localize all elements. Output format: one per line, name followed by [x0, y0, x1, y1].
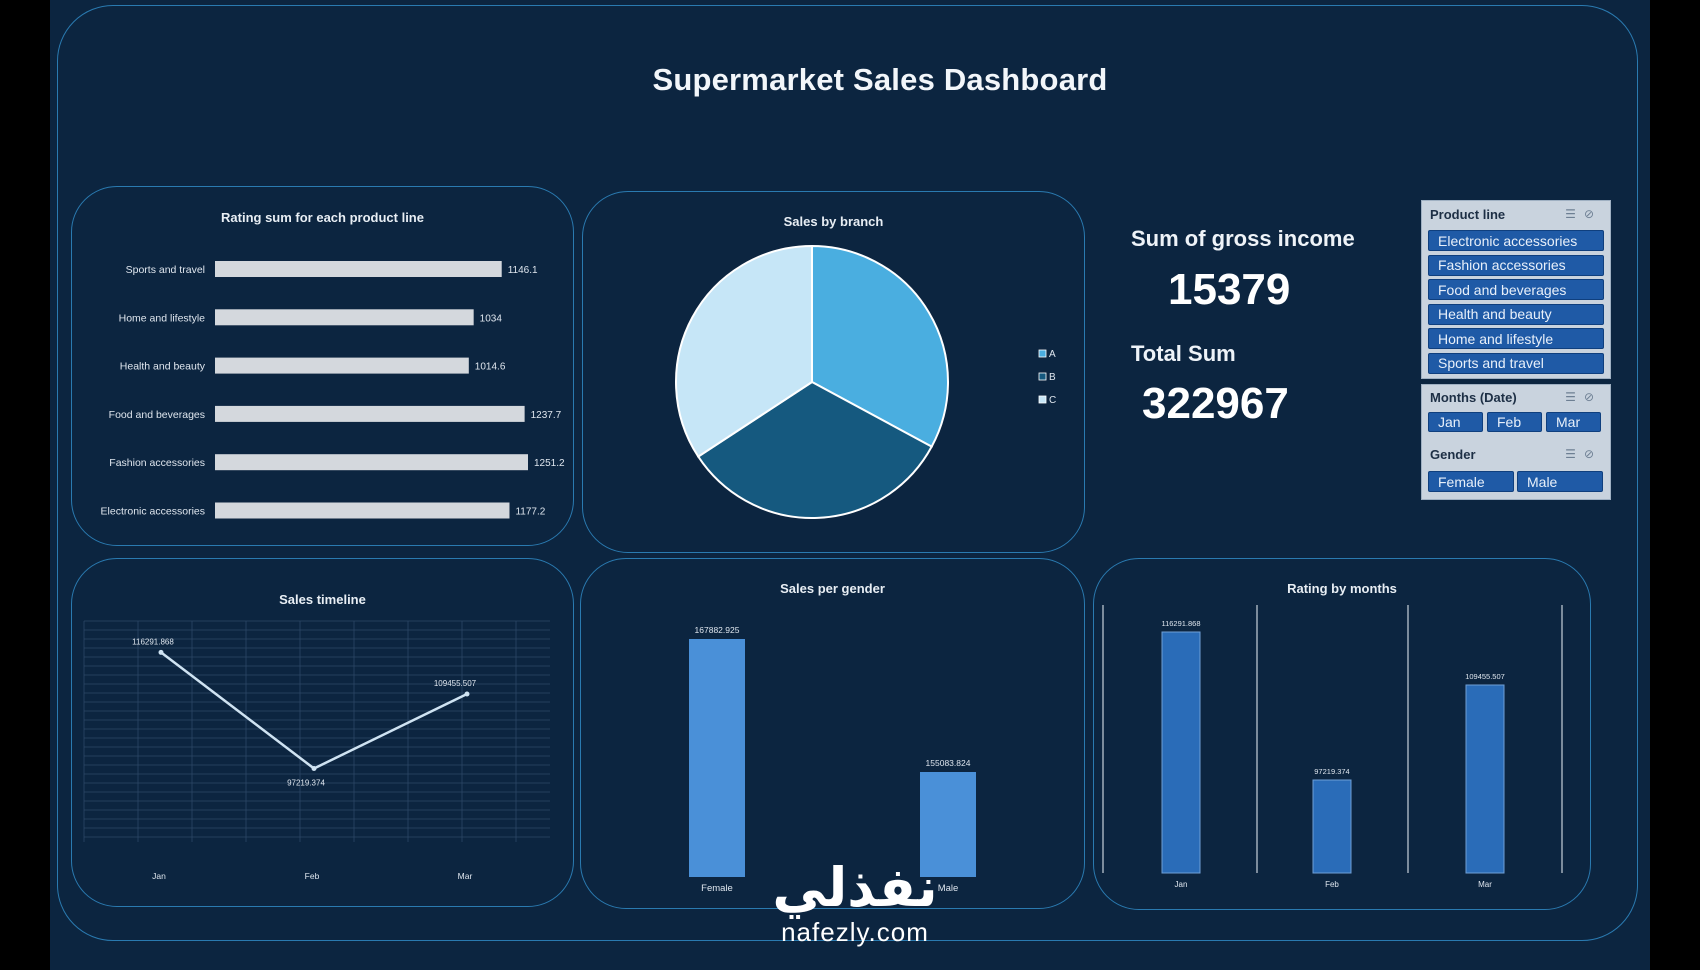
- rating-panel: Rating sum for each product line Sports …: [71, 186, 574, 546]
- gender-chart-title: Sales per gender: [780, 581, 885, 596]
- month-bar: [1161, 631, 1201, 874]
- rating-bar: [215, 454, 528, 471]
- dashboard-frame: [57, 5, 1638, 941]
- product-line-option[interactable]: Food and beverages: [1428, 279, 1604, 300]
- gender-slicer-title: Gender: [1430, 447, 1476, 462]
- gender-option[interactable]: Male: [1517, 471, 1603, 492]
- timeline-point: [464, 691, 470, 697]
- month-bar: [1465, 684, 1505, 874]
- month-x-label: Jan: [1175, 880, 1188, 889]
- timeline-x-label: Mar: [458, 871, 473, 881]
- months-chart: 116291.868 Jan 97219.374 Feb 109455.507 Mar: [1102, 605, 1563, 889]
- product-line-slicer-title: Product line: [1430, 207, 1506, 222]
- month-value-label: 109455.507: [1465, 672, 1505, 681]
- pie-slice-b: [696, 380, 934, 519]
- rating-value-label: 1251.2: [534, 458, 565, 469]
- month-option[interactable]: Feb: [1487, 412, 1542, 432]
- rating-category-label: Electronic accessories: [101, 506, 205, 518]
- month-value-label: 116291.868: [1161, 619, 1200, 628]
- gender-x-label: Female: [701, 883, 733, 894]
- rating-value-label: 1034: [480, 313, 503, 324]
- watermark-arabic: نفذلي: [772, 856, 938, 919]
- timeline-value-label: 116291.868: [132, 637, 174, 646]
- multi-select-icon[interactable]: ☰: [1565, 390, 1584, 404]
- gross-income-label: Sum of gross income: [1131, 226, 1355, 251]
- months-chart-title: Rating by months: [1287, 581, 1397, 596]
- months-gender-slicer: Months (Date) ☰⊘ Jan Feb Mar Gender ☰⊘ Fem…: [1421, 384, 1611, 500]
- product-line-option[interactable]: Sports and travel: [1428, 352, 1604, 374]
- timeline-chart-title: Sales timeline: [279, 592, 366, 607]
- watermark-logo: نفذلي nafezly.com: [740, 856, 970, 947]
- product-line-option[interactable]: Fashion accessories: [1428, 254, 1604, 276]
- product-line-option[interactable]: Home and lifestyle: [1428, 328, 1604, 349]
- gender-bar: [920, 772, 976, 877]
- timeline-series-line: [160, 651, 468, 770]
- rating-bar: [215, 261, 502, 277]
- total-sum-value: 322967: [1142, 379, 1289, 428]
- watermark-url: nafezly.com: [781, 917, 929, 947]
- rating-bar: [215, 405, 525, 422]
- rating-chart: Sports and travel 1146.1 Home and lifestyl…: [101, 261, 565, 519]
- timeline-value-label: 109455.507: [434, 679, 477, 688]
- product-line-slicer: Product line ☰⊘ Electronic accessories Fa…: [1421, 200, 1611, 379]
- legend-label: B: [1049, 372, 1056, 383]
- rating-category-label: Sports and travel: [126, 264, 205, 276]
- multi-select-icon[interactable]: ☰: [1565, 447, 1584, 461]
- legend-label: A: [1049, 349, 1056, 360]
- rating-value-label: 1237.7: [531, 410, 562, 421]
- gender-chart: 167882.925 Female 155083.824 Male: [689, 625, 976, 894]
- rating-category-label: Fashion accessories: [109, 457, 205, 469]
- gender-panel: Sales per gender 167882.925 Female 155083.…: [580, 558, 1085, 909]
- months-slicer-title: Months (Date): [1430, 390, 1517, 405]
- month-x-label: Mar: [1478, 880, 1492, 889]
- clear-filter-icon[interactable]: ⊘: [1583, 390, 1602, 404]
- branch-chart: A B C: [675, 244, 1056, 519]
- legend-swatch: [1038, 349, 1047, 358]
- rating-bar: [215, 357, 469, 374]
- gender-value-label: 155083.824: [926, 758, 971, 768]
- gender-bar: [689, 639, 745, 877]
- timeline-chart: 116291.868 Jan 97219.374 Feb 109455.507 Mar: [83, 620, 550, 881]
- timeline-x-label: Jan: [152, 871, 166, 881]
- rating-chart-title: Rating sum for each product line: [221, 210, 424, 225]
- months-panel: Rating by months 116291.868 Jan 97219.374 F…: [1093, 558, 1591, 910]
- gender-value-label: 167882.925: [695, 625, 740, 635]
- month-x-label: Feb: [1325, 880, 1339, 889]
- branch-panel: Sales by branch A B C: [582, 191, 1085, 553]
- multi-select-icon[interactable]: ☰: [1565, 207, 1584, 221]
- legend-swatch: [1038, 372, 1047, 381]
- legend-swatch: [1038, 395, 1047, 404]
- month-value-label: 97219.374: [1314, 767, 1349, 776]
- month-option[interactable]: Mar: [1546, 412, 1601, 432]
- rating-value-label: 1014.6: [475, 362, 506, 373]
- rating-category-label: Food and beverages: [109, 409, 205, 421]
- rating-bar: [215, 502, 510, 519]
- gross-income-value: 15379: [1168, 265, 1291, 314]
- pie-slice-c: [675, 244, 813, 458]
- rating-category-label: Home and lifestyle: [119, 312, 206, 324]
- legend-label: C: [1049, 395, 1056, 406]
- pie-slice-a: [811, 244, 949, 448]
- product-line-option[interactable]: Health and beauty: [1428, 303, 1604, 325]
- dashboard-title: Supermarket Sales Dashboard: [652, 62, 1108, 97]
- total-sum-label: Total Sum: [1131, 341, 1236, 366]
- month-bar: [1312, 779, 1352, 874]
- clear-filter-icon[interactable]: ⊘: [1583, 447, 1602, 461]
- rating-value-label: 1146.1: [508, 265, 538, 276]
- rating-category-label: Health and beauty: [120, 361, 206, 373]
- product-line-option[interactable]: Electronic accessories: [1428, 230, 1604, 251]
- branch-chart-title: Sales by branch: [783, 214, 884, 229]
- month-option[interactable]: Jan: [1428, 412, 1483, 432]
- timeline-x-label: Feb: [305, 871, 320, 881]
- timeline-point: [158, 649, 164, 655]
- gender-option[interactable]: Female: [1428, 471, 1514, 492]
- timeline-value-label: 97219.374: [287, 778, 325, 787]
- rating-bar: [215, 309, 474, 326]
- timeline-panel: Sales timeline 116291.868 Jan 97219.374 Feb…: [71, 558, 574, 907]
- timeline-point: [311, 765, 317, 771]
- gender-x-label: Male: [938, 883, 959, 894]
- clear-filter-icon[interactable]: ⊘: [1583, 207, 1602, 221]
- rating-value-label: 1177.2: [515, 507, 545, 518]
